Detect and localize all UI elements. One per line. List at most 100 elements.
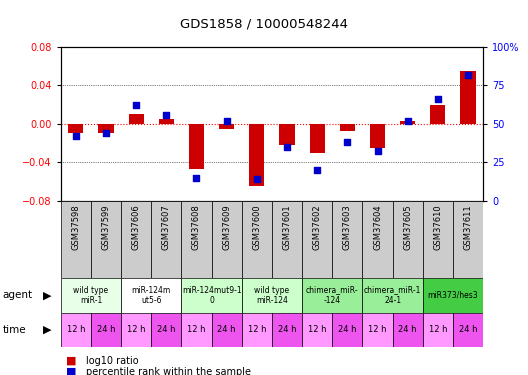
- Text: 12 h: 12 h: [248, 326, 266, 334]
- Bar: [430, 105, 446, 124]
- Point: [403, 118, 412, 124]
- Text: GSM37607: GSM37607: [162, 204, 171, 250]
- Bar: [332, 313, 362, 347]
- Text: wild type
miR-1: wild type miR-1: [73, 286, 108, 305]
- Text: GSM37598: GSM37598: [71, 204, 80, 250]
- Bar: [182, 278, 242, 313]
- Bar: [242, 278, 302, 313]
- Bar: [159, 119, 174, 124]
- Bar: [129, 114, 144, 124]
- Text: 24 h: 24 h: [338, 326, 356, 334]
- Text: 24 h: 24 h: [157, 326, 176, 334]
- Bar: [362, 278, 423, 313]
- Bar: [272, 201, 302, 278]
- Bar: [121, 313, 151, 347]
- Text: time: time: [3, 325, 26, 335]
- Bar: [453, 313, 483, 347]
- Bar: [182, 201, 212, 278]
- Point: [102, 130, 110, 136]
- Bar: [400, 121, 415, 124]
- Bar: [151, 201, 182, 278]
- Point: [283, 144, 291, 150]
- Bar: [423, 278, 483, 313]
- Text: GSM37601: GSM37601: [282, 204, 291, 250]
- Text: 24 h: 24 h: [218, 326, 236, 334]
- Text: GSM37600: GSM37600: [252, 204, 261, 250]
- Bar: [61, 278, 121, 313]
- Bar: [249, 124, 265, 186]
- Point: [222, 118, 231, 124]
- Text: GSM37604: GSM37604: [373, 204, 382, 250]
- Bar: [393, 313, 423, 347]
- Point: [313, 167, 322, 173]
- Bar: [68, 124, 83, 134]
- Bar: [242, 201, 272, 278]
- Text: 24 h: 24 h: [459, 326, 477, 334]
- Text: 12 h: 12 h: [67, 326, 85, 334]
- Point: [252, 176, 261, 182]
- Text: miR373/hes3: miR373/hes3: [428, 291, 478, 300]
- Point: [433, 96, 442, 102]
- Text: GSM37609: GSM37609: [222, 204, 231, 250]
- Bar: [423, 313, 453, 347]
- Bar: [460, 71, 476, 124]
- Text: 24 h: 24 h: [278, 326, 296, 334]
- Bar: [61, 201, 91, 278]
- Bar: [212, 313, 242, 347]
- Bar: [91, 313, 121, 347]
- Bar: [182, 313, 212, 347]
- Text: wild type
miR-124: wild type miR-124: [254, 286, 289, 305]
- Text: chimera_miR-1
24-1: chimera_miR-1 24-1: [364, 286, 421, 305]
- Bar: [309, 124, 325, 153]
- Bar: [242, 313, 272, 347]
- Text: miR-124mut9-1
0: miR-124mut9-1 0: [182, 286, 241, 305]
- Text: GSM37599: GSM37599: [101, 204, 110, 250]
- Bar: [121, 278, 182, 313]
- Bar: [302, 313, 332, 347]
- Text: chimera_miR-
-124: chimera_miR- -124: [306, 286, 359, 305]
- Text: GSM37608: GSM37608: [192, 204, 201, 250]
- Text: 24 h: 24 h: [399, 326, 417, 334]
- Bar: [212, 201, 242, 278]
- Bar: [362, 201, 393, 278]
- Point: [343, 139, 352, 145]
- Text: 12 h: 12 h: [368, 326, 387, 334]
- Bar: [61, 313, 91, 347]
- Bar: [151, 313, 182, 347]
- Text: ▶: ▶: [43, 290, 52, 300]
- Text: ▶: ▶: [43, 325, 52, 335]
- Bar: [91, 201, 121, 278]
- Text: GSM37610: GSM37610: [433, 204, 442, 250]
- Bar: [340, 124, 355, 132]
- Text: agent: agent: [3, 290, 33, 300]
- Text: 12 h: 12 h: [187, 326, 206, 334]
- Text: log10 ratio: log10 ratio: [86, 356, 139, 366]
- Point: [162, 111, 171, 117]
- Bar: [98, 124, 114, 134]
- Text: ■: ■: [66, 356, 77, 366]
- Bar: [370, 124, 385, 148]
- Bar: [189, 124, 204, 169]
- Text: 24 h: 24 h: [97, 326, 115, 334]
- Text: ■: ■: [66, 367, 77, 375]
- Text: GSM37611: GSM37611: [464, 204, 473, 250]
- Bar: [279, 124, 295, 145]
- Point: [192, 175, 201, 181]
- Point: [72, 133, 80, 139]
- Text: GSM37605: GSM37605: [403, 204, 412, 250]
- Bar: [332, 201, 362, 278]
- Point: [464, 72, 472, 78]
- Bar: [302, 201, 332, 278]
- Bar: [302, 278, 362, 313]
- Bar: [393, 201, 423, 278]
- Bar: [423, 201, 453, 278]
- Bar: [219, 124, 234, 129]
- Point: [373, 148, 382, 154]
- Text: miR-124m
ut5-6: miR-124m ut5-6: [131, 286, 171, 305]
- Text: percentile rank within the sample: percentile rank within the sample: [86, 367, 251, 375]
- Point: [132, 102, 140, 108]
- Text: GSM37606: GSM37606: [131, 204, 140, 250]
- Text: GSM37603: GSM37603: [343, 204, 352, 250]
- Text: GSM37602: GSM37602: [313, 204, 322, 250]
- Text: 12 h: 12 h: [429, 326, 447, 334]
